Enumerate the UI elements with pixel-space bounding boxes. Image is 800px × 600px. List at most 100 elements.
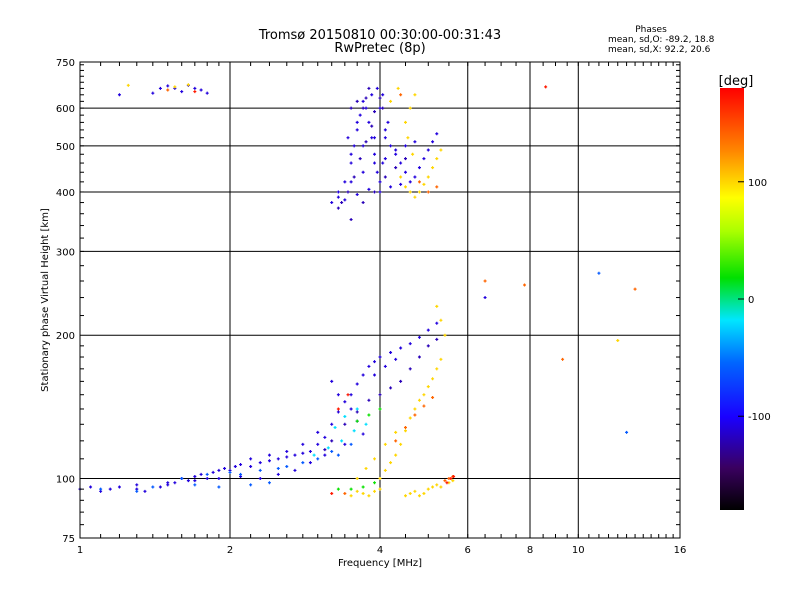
data-point <box>373 489 377 493</box>
data-point <box>439 485 443 489</box>
data-point <box>316 457 320 461</box>
colorbar-label: [deg] <box>719 74 754 89</box>
data-point <box>355 407 359 411</box>
x-tick-label: 6 <box>465 545 471 556</box>
data-point <box>349 494 353 498</box>
data-point <box>394 166 398 170</box>
data-point <box>435 367 439 371</box>
data-point <box>378 180 382 184</box>
data-point <box>381 106 385 110</box>
data-point <box>343 422 347 426</box>
data-point <box>378 190 382 194</box>
data-point <box>449 477 453 481</box>
plot-frame <box>79 61 681 539</box>
data-point <box>205 477 209 481</box>
data-point <box>301 461 305 465</box>
data-point <box>166 84 170 88</box>
data-point <box>217 485 221 489</box>
y-axis-ticks: 75 100 200 300 400 500 600 750 <box>56 58 680 545</box>
data-point <box>370 136 374 140</box>
data-point <box>408 416 412 420</box>
stats-line-o: mean, sd,O: -89.2, 18.8 <box>608 35 715 45</box>
data-point <box>358 113 362 117</box>
data-point <box>422 393 426 397</box>
data-point <box>180 90 184 94</box>
data-point <box>199 88 203 92</box>
y-tick-label: 600 <box>56 104 75 115</box>
data-point <box>355 489 359 493</box>
colorbar-ticks: 100 0 -100 <box>738 178 771 423</box>
data-point <box>417 190 421 194</box>
data-point <box>399 161 403 165</box>
data-point <box>399 379 403 383</box>
data-point <box>276 472 280 476</box>
data-point <box>408 190 412 194</box>
data-point <box>383 157 387 161</box>
data-point <box>373 373 377 377</box>
data-point <box>383 175 387 179</box>
data-point <box>431 377 435 381</box>
data-point <box>186 83 190 87</box>
data-point <box>349 393 353 397</box>
data-point <box>378 106 382 110</box>
data-point <box>193 86 197 90</box>
data-point <box>483 279 487 283</box>
data-point <box>193 479 197 483</box>
data-point <box>417 398 421 402</box>
data-point <box>180 477 184 481</box>
data-point <box>523 283 527 287</box>
data-point <box>367 187 371 191</box>
data-point <box>367 86 371 90</box>
data-point <box>413 93 417 97</box>
data-point <box>403 144 407 148</box>
data-point <box>417 494 421 498</box>
data-point <box>349 218 353 222</box>
data-point <box>399 442 403 446</box>
data-point <box>330 492 334 496</box>
data-point <box>276 466 280 470</box>
y-tick-label: 500 <box>56 142 75 153</box>
data-point <box>426 487 430 491</box>
data-point <box>413 195 417 199</box>
data-point <box>367 494 371 498</box>
data-point <box>408 180 412 184</box>
y-tick-label: 200 <box>56 331 75 342</box>
data-point <box>394 439 398 443</box>
data-point <box>370 124 374 128</box>
data-point <box>143 489 147 493</box>
data-point <box>426 385 430 389</box>
data-point <box>267 453 271 457</box>
data-point <box>330 449 334 453</box>
data-point <box>443 479 447 483</box>
data-point <box>435 483 439 487</box>
data-point <box>364 422 368 426</box>
colorbar-tick-label: 100 <box>748 178 767 189</box>
data-point <box>413 175 417 179</box>
x-tick-label: 10 <box>572 545 585 556</box>
data-point <box>452 474 456 478</box>
data-point <box>135 483 139 487</box>
data-point <box>199 472 203 476</box>
data-point <box>193 90 197 94</box>
data-point <box>352 429 356 433</box>
data-point <box>151 91 155 95</box>
data-point <box>386 120 390 124</box>
data-point <box>431 395 435 399</box>
data-point <box>355 410 359 414</box>
data-point <box>358 157 362 161</box>
data-point <box>323 448 327 452</box>
data-point <box>389 185 393 189</box>
data-point <box>330 422 334 426</box>
data-point <box>413 489 417 493</box>
data-point <box>373 457 377 461</box>
data-point <box>239 472 243 476</box>
data-point <box>361 201 365 205</box>
data-point <box>422 182 426 186</box>
data-point <box>373 136 377 140</box>
data-point <box>355 128 359 132</box>
data-point <box>355 382 359 386</box>
data-point <box>151 485 155 489</box>
data-point <box>217 477 221 481</box>
y-tick-label: 750 <box>56 58 75 69</box>
data-point <box>301 451 305 455</box>
